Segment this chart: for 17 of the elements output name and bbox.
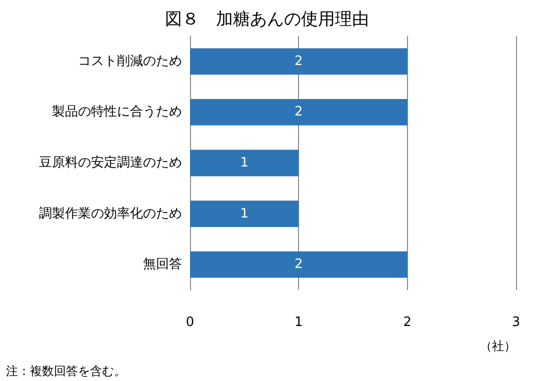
data-label: 2 — [294, 104, 303, 120]
y-tick-label: 豆原料の安定調達のため — [39, 154, 182, 170]
data-label: 1 — [240, 156, 248, 170]
y-tick-label: 製品の特性に合うため — [52, 104, 182, 120]
x-axis-title: （社） — [480, 339, 516, 353]
x-tick-label: 0 — [186, 315, 194, 330]
x-tick-label: 1 — [294, 315, 303, 330]
data-label: 2 — [294, 54, 303, 69]
x-tick-label: 2 — [403, 315, 412, 330]
data-label: 2 — [294, 257, 303, 272]
y-tick-label: 調製作業の効率化のため — [39, 205, 182, 222]
y-tick-label: コスト削減のため — [78, 54, 182, 69]
x-tick-label: 3 — [512, 315, 520, 330]
text: 注：複数回答を含む。 — [6, 364, 126, 378]
data-label: 1 — [240, 206, 248, 222]
chart-title: 図８ 加糖あんの使用理由 — [165, 10, 369, 30]
y-tick-label: 無回答 — [143, 257, 182, 272]
